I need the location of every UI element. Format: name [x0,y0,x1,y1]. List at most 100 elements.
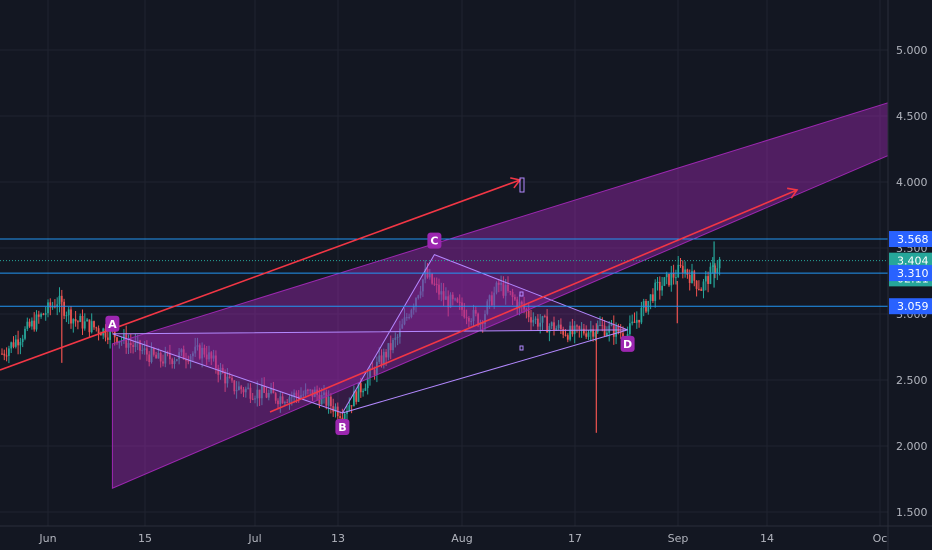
candle-body [274,393,277,401]
candle-body [587,332,590,337]
candle-body [534,318,537,320]
candle-body [500,283,502,285]
candle-body [385,351,387,358]
candle-body [458,301,461,303]
candle-body [698,288,700,290]
candle-body [606,332,608,336]
candle-body [42,313,45,315]
candle-body [629,323,631,335]
candle-body [695,280,698,289]
candle-body [359,383,362,393]
candle-body [350,405,353,407]
candle-body [293,392,295,397]
candle-body [608,325,611,333]
time-axis[interactable]: Jun 15 Jul 13 Aug 17 Sep 14 Oc [0,525,932,545]
candle-body [261,385,263,399]
candle-body [28,321,31,327]
candle-body [295,392,298,396]
candle-body [463,309,466,318]
candle-body [263,385,266,393]
candle-body [435,284,438,286]
candle-body [442,291,445,300]
price-badge-label: 3.404 [897,255,929,268]
candle-body [564,334,567,336]
candle-body [21,338,24,343]
pattern-marker [519,177,525,193]
candle-body [585,333,588,337]
candle-body [88,319,91,333]
pattern-point-badge [620,335,635,352]
candle-body [267,392,270,398]
candle-body [104,328,107,338]
candle-body [546,316,548,333]
candle-body [684,269,686,274]
candle-body [256,389,259,399]
time-tick-label: 13 [331,532,345,545]
candle-body [189,356,192,362]
candle-body [65,315,68,317]
time-tick-label: Jul [247,532,261,545]
candle-body [541,316,544,323]
candle-body [447,296,450,308]
candle-body [369,368,371,378]
candle-body [704,276,707,282]
candle-body [339,416,341,418]
candle-body [711,265,714,267]
candle-body [159,352,162,362]
candle-body [511,292,514,298]
candle-body [633,321,636,323]
candle-body [649,294,652,301]
candle-body [10,342,13,349]
candle-body [422,279,424,292]
candle-body [472,310,475,322]
candle-body [373,369,376,375]
candle-body [527,310,530,318]
candle-body [617,325,620,333]
candle-body [652,294,654,302]
candle-body [615,325,617,337]
candle-body [281,396,284,404]
candle-body [675,277,677,279]
candle-body [238,386,240,391]
candle-body [539,322,542,327]
candle-body [640,307,643,323]
candle-body [631,321,634,324]
candle-body [576,325,578,327]
candle-body [449,294,452,308]
candle-body [40,313,42,317]
pattern-point-label: C [430,235,438,248]
candle-body [12,342,15,347]
candle-body [583,328,585,334]
candle-body [277,400,279,405]
candle-body [67,309,70,316]
candle-body [169,353,171,360]
candle-body [456,298,459,302]
candle-body [364,388,367,391]
candle-body [182,349,185,360]
candle-body [507,284,509,292]
candle-body [569,325,571,340]
candle-body [343,413,346,421]
candle-body [486,301,489,314]
candle-body [123,333,125,341]
candle-body [702,281,705,291]
candle-body [178,352,180,360]
candle-body [382,351,385,365]
time-tick-label: Aug [451,532,472,545]
candle-body [433,283,436,285]
candle-body [362,390,364,393]
candle-body [580,328,583,330]
price-badge-label: 3.310 [897,267,929,280]
candle-body [504,284,507,296]
candle-body [242,389,245,393]
candle-body [665,273,668,278]
candle-body [594,332,597,337]
candle-body [37,314,40,317]
candle-body [203,347,206,355]
candle-body [514,297,516,300]
price-tick-label: 5.000 [896,44,928,57]
candle-body [589,329,592,333]
candle-body [654,282,657,302]
candle-body [415,298,417,307]
